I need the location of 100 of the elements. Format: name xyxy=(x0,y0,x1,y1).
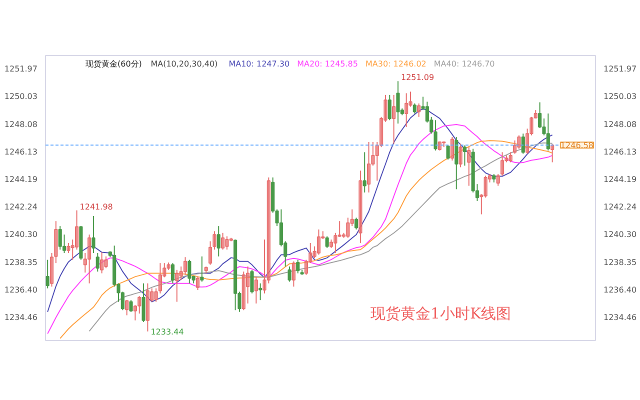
candlestick xyxy=(388,94,392,121)
candlestick xyxy=(342,232,346,238)
candlestick xyxy=(304,259,308,276)
candlestick xyxy=(204,266,208,274)
y2-tick-label: 1236.40 xyxy=(604,285,637,294)
y-tick-label: 1248.08 xyxy=(4,120,38,129)
candlestick xyxy=(338,220,342,238)
candlestick xyxy=(254,276,258,304)
annotation: 1251.09 xyxy=(400,73,434,82)
candlestick xyxy=(133,304,137,321)
candlestick xyxy=(521,133,525,154)
candlestick xyxy=(166,262,170,270)
candlestick xyxy=(517,134,521,150)
candlestick xyxy=(408,91,412,108)
candlestick xyxy=(46,259,50,289)
candlestick xyxy=(312,246,316,259)
candlestick xyxy=(546,112,550,151)
candlestick xyxy=(512,140,517,154)
candlestick xyxy=(208,240,212,266)
candlestick xyxy=(462,144,467,166)
y-tick-label: 1240.30 xyxy=(4,230,38,240)
annotation: 1241.98 xyxy=(80,202,113,212)
candlestick xyxy=(329,239,334,249)
candlestick xyxy=(467,146,471,186)
candlestick xyxy=(292,260,296,288)
candlestick xyxy=(442,140,446,148)
candlestick xyxy=(392,94,396,144)
y-tick-label: 1236.40 xyxy=(4,285,38,294)
y2-tick-label: 1246.13 xyxy=(604,147,637,156)
candlestick xyxy=(212,230,216,250)
candlestick xyxy=(458,143,462,168)
candlestick xyxy=(434,120,438,151)
candlestick xyxy=(216,226,220,257)
text: MA10: 1247.30 xyxy=(228,60,290,68)
candlestick xyxy=(288,266,292,282)
candlestick xyxy=(96,252,100,272)
candlestick xyxy=(412,102,416,114)
candlestick xyxy=(480,194,484,215)
candlestick xyxy=(104,256,108,269)
text: MA(10,20,30,40) xyxy=(150,60,218,68)
candlestick xyxy=(220,232,225,250)
y-tick-label: 1238.35 xyxy=(4,258,38,267)
text: MA20: 1245.85 xyxy=(297,60,358,68)
y2-tick-label: 1238.35 xyxy=(604,258,637,267)
candlestick xyxy=(321,230,325,240)
candlestick xyxy=(196,276,200,291)
y2-tick-label: 1240.30 xyxy=(604,230,637,240)
candlestick xyxy=(316,228,321,256)
candlestick xyxy=(446,144,450,160)
candlestick xyxy=(242,271,246,311)
candlestick xyxy=(371,141,375,166)
candlestick xyxy=(358,170,362,244)
candlestick xyxy=(496,174,500,186)
candlestick xyxy=(150,288,154,302)
candlestick xyxy=(58,226,62,250)
y2-tick-label: 1251.97 xyxy=(604,64,637,74)
candlestick xyxy=(296,259,300,274)
candlestick xyxy=(154,288,158,302)
candlestick xyxy=(74,210,79,250)
candlestick xyxy=(54,220,58,264)
y2-tick-label: 1250.03 xyxy=(604,92,637,102)
candlestick xyxy=(66,242,70,254)
candlestick xyxy=(162,262,166,278)
candlestick xyxy=(346,217,350,238)
y2-tick-label: 1244.19 xyxy=(604,175,637,184)
y-tick-label: 1251.97 xyxy=(4,64,38,74)
candlestick xyxy=(362,152,366,193)
text: MA30: 1246.02 xyxy=(366,60,426,68)
candlestick xyxy=(188,259,192,284)
candlestick xyxy=(138,296,142,314)
candlestick xyxy=(100,252,104,274)
candlestick xyxy=(454,136,458,190)
candlestick xyxy=(325,236,329,249)
candlestick xyxy=(375,141,379,182)
candlestick xyxy=(142,282,146,322)
candlestick xyxy=(170,262,175,284)
candlestick xyxy=(258,282,262,301)
candlestick xyxy=(70,239,74,260)
candlestick xyxy=(183,256,188,276)
candlestick xyxy=(500,152,504,176)
candlestick xyxy=(534,110,538,119)
candlestick xyxy=(334,232,338,254)
candlestick xyxy=(92,216,96,254)
candlestick xyxy=(396,80,400,124)
candlestick xyxy=(225,236,229,250)
y2-tick-label: 1234.46 xyxy=(604,312,637,322)
candlestick xyxy=(246,266,250,304)
candlestick xyxy=(354,217,358,230)
candlestick xyxy=(450,136,454,162)
candlestick xyxy=(179,266,183,280)
candlestick xyxy=(417,102,421,118)
candlestick xyxy=(308,242,312,264)
y-tick-label: 1234.46 xyxy=(4,312,38,322)
text: MA40: 1246.70 xyxy=(434,60,495,68)
candlestick xyxy=(158,262,162,294)
candlestick xyxy=(200,256,204,282)
annotation: 现货黄金1小时K线图 xyxy=(370,304,512,322)
candlestick xyxy=(146,282,150,332)
candlestick xyxy=(83,252,87,274)
candlestick xyxy=(380,116,384,148)
